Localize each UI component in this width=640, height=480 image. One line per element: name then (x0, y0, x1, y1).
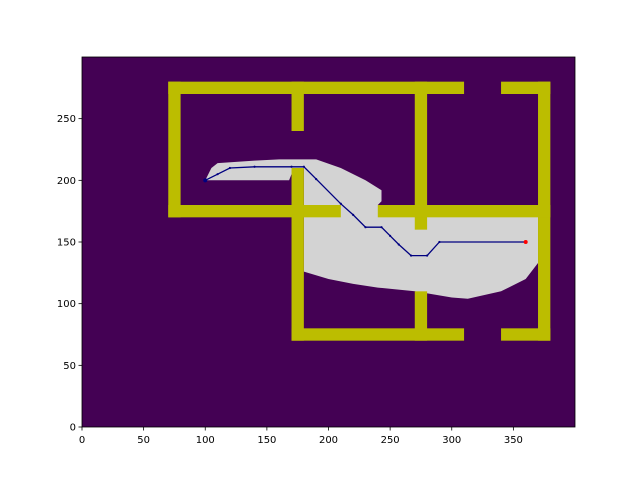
y-tick-label-0: 0 (70, 423, 76, 434)
path-point-3 (253, 165, 256, 168)
y-tick-label-200: 200 (57, 176, 76, 187)
y-tick-label-50: 50 (63, 361, 76, 372)
y-tick-label-150: 150 (57, 238, 76, 249)
x-tick-label-150: 150 (257, 435, 276, 446)
path-point-14 (426, 254, 429, 257)
wall-4 (414, 81, 428, 230)
wall-6 (168, 205, 341, 218)
wall-1 (501, 81, 551, 94)
goal-marker (523, 240, 528, 244)
wall-10 (291, 328, 465, 341)
x-tick-label-300: 300 (442, 435, 461, 446)
x-tick-label-0: 0 (79, 435, 85, 446)
wall-0 (168, 81, 465, 94)
path-point-15 (438, 240, 441, 244)
axes: 0 50 100 150 200 250 300 350 0 50 100 150 200 250 (57, 56, 576, 446)
wall-3 (291, 81, 304, 131)
x-tick-label-250: 250 (381, 435, 400, 446)
x-tick-label-350: 350 (504, 435, 523, 446)
wall-7 (377, 205, 551, 218)
path-point-6 (315, 178, 318, 181)
y-tick-label-250: 250 (57, 114, 76, 125)
path-point-4 (290, 165, 293, 168)
wall-11 (501, 328, 551, 341)
y-tick-label-100: 100 (57, 299, 76, 310)
path-point-9 (364, 226, 367, 229)
x-tick-label-50: 50 (137, 435, 150, 446)
path-point-8 (352, 213, 355, 216)
wall-2 (168, 81, 181, 218)
path-point-13 (409, 254, 413, 257)
start-marker (203, 178, 208, 183)
path-point-2 (228, 166, 231, 170)
wall-8 (291, 168, 304, 341)
path-point-10 (380, 226, 383, 229)
x-tick-label-200: 200 (319, 435, 338, 446)
path-point-11 (389, 234, 392, 237)
explored-region (205, 159, 539, 299)
x-tick-label-100: 100 (196, 435, 215, 446)
path-point-1 (216, 173, 219, 176)
path-point-7 (339, 202, 342, 205)
path-point-12 (397, 243, 400, 246)
path-point-5 (302, 165, 305, 168)
plot-area (82, 57, 575, 427)
